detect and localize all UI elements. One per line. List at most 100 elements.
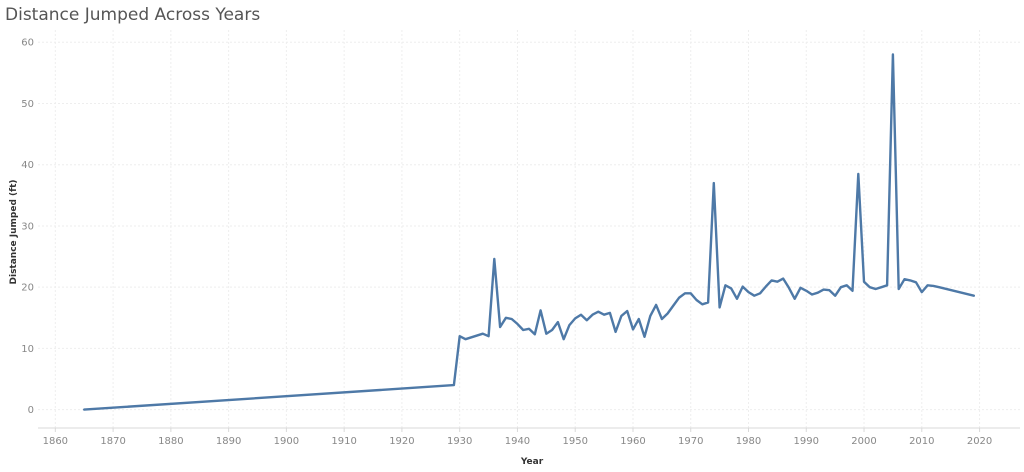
x-tick-label: 1940 [505,436,530,447]
data-point[interactable] [971,293,977,299]
x-tick-label: 2010 [909,436,934,447]
data-point[interactable] [601,312,607,318]
data-point[interactable] [538,307,544,313]
data-point[interactable] [584,317,590,323]
y-tick-label: 0 [28,405,34,416]
data-point[interactable] [81,407,87,413]
data-point[interactable] [497,324,503,330]
data-point[interactable] [930,283,936,289]
x-tick-label: 1930 [447,436,472,447]
x-tick-label: 1860 [43,436,68,447]
data-point[interactable] [549,327,555,333]
data-point[interactable] [855,171,861,177]
data-point[interactable] [451,382,457,388]
data-point[interactable] [740,284,746,290]
data-point[interactable] [694,297,700,303]
data-point[interactable] [526,326,532,332]
data-point[interactable] [676,295,682,301]
grid-layer [38,30,1020,428]
data-point[interactable] [682,290,688,296]
data-point[interactable] [873,286,879,292]
data-point[interactable] [480,331,486,337]
data-point[interactable] [861,279,867,285]
x-tick-label: 1990 [794,436,819,447]
x-tick-label: 2020 [967,436,992,447]
data-point[interactable] [890,52,896,58]
data-point[interactable] [936,284,942,290]
data-point[interactable] [919,289,925,295]
data-point[interactable] [826,287,832,293]
data-point[interactable] [607,310,613,316]
data-point[interactable] [503,315,509,321]
data-point[interactable] [566,322,572,328]
data-point[interactable] [878,284,884,290]
data-point[interactable] [642,334,648,340]
data-point[interactable] [867,284,873,290]
data-point[interactable] [699,301,705,307]
data-point[interactable] [850,288,856,294]
data-point[interactable] [907,277,913,283]
data-point[interactable] [913,279,919,285]
data-point[interactable] [653,302,659,308]
data-point[interactable] [884,282,890,288]
data-point[interactable] [670,303,676,309]
data-point[interactable] [688,290,694,296]
data-point[interactable] [763,284,769,290]
data-point[interactable] [590,312,596,318]
data-point[interactable] [578,312,584,318]
data-point[interactable] [786,285,792,291]
data-point[interactable] [769,277,775,283]
data-point[interactable] [774,279,780,285]
y-tick-label: 10 [21,344,34,355]
data-point[interactable] [722,282,728,288]
data-point[interactable] [457,333,463,339]
data-point[interactable] [630,326,636,332]
data-point[interactable] [561,336,567,342]
data-point[interactable] [636,316,642,322]
data-point[interactable] [925,282,931,288]
x-tick-label: 1910 [331,436,356,447]
data-point[interactable] [532,331,538,337]
data-point[interactable] [665,311,671,317]
data-point[interactable] [896,286,902,292]
data-point[interactable] [751,293,757,299]
x-axis-title: Year [520,457,544,467]
data-point[interactable] [613,329,619,335]
data-point[interactable] [509,316,515,322]
data-point[interactable] [711,180,717,186]
data-point[interactable] [780,276,786,282]
series-layer [81,52,977,413]
data-point[interactable] [618,313,624,319]
data-point[interactable] [491,256,497,262]
data-point[interactable] [902,276,908,282]
data-point[interactable] [734,296,740,302]
data-point[interactable] [803,288,809,294]
data-point[interactable] [809,292,815,298]
y-tick-label: 40 [21,160,34,171]
data-point[interactable] [705,300,711,306]
data-point[interactable] [659,316,665,322]
data-point[interactable] [832,293,838,299]
data-point[interactable] [838,284,844,290]
data-point[interactable] [555,319,561,325]
data-point[interactable] [595,309,601,315]
data-point[interactable] [543,331,549,337]
data-point[interactable] [572,315,578,321]
data-point[interactable] [728,285,734,291]
data-point[interactable] [717,304,723,310]
data-point[interactable] [647,313,653,319]
data-point[interactable] [463,336,469,342]
data-point[interactable] [520,327,526,333]
data-point[interactable] [821,287,827,293]
data-point[interactable] [798,285,804,291]
data-point[interactable] [514,321,520,327]
x-tick-label: 1970 [678,436,703,447]
x-tick-label: 1890 [216,436,241,447]
data-point[interactable] [815,290,821,296]
data-point[interactable] [486,333,492,339]
data-point[interactable] [844,282,850,288]
data-point[interactable] [746,289,752,295]
data-point[interactable] [792,296,798,302]
data-point[interactable] [624,308,630,314]
data-point[interactable] [757,290,763,296]
